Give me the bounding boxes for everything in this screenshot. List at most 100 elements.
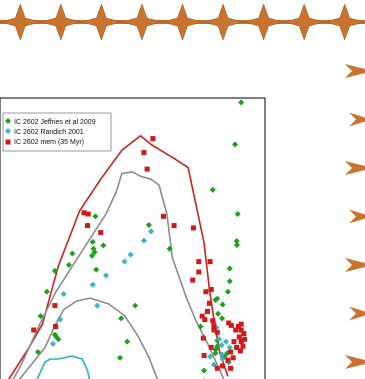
data-point xyxy=(88,252,95,259)
data-point xyxy=(69,250,76,257)
side-arrow-ornament xyxy=(349,112,365,127)
data-point xyxy=(223,338,230,345)
data-point xyxy=(50,340,56,347)
side-arrow-ornament xyxy=(345,161,365,175)
data-point xyxy=(233,327,239,333)
legend-box xyxy=(2,112,112,152)
data-point xyxy=(34,349,41,356)
data-point xyxy=(124,338,131,345)
legend-label-members: IC 2602 mem (35 Myr) xyxy=(14,139,84,146)
data-point xyxy=(118,315,125,322)
data-point xyxy=(236,334,242,340)
data-point xyxy=(230,355,236,361)
star-ornament xyxy=(161,3,204,41)
data-point xyxy=(94,302,101,309)
series-0 xyxy=(34,99,245,379)
series-1 xyxy=(50,228,233,368)
data-point xyxy=(219,315,226,322)
scatter-plot: IC 2602 Jeffries et al 2009 IC 2602 Rand… xyxy=(0,97,266,379)
data-point xyxy=(196,269,202,275)
side-arrow-ornament xyxy=(345,355,365,369)
legend-label-jeffries: IC 2602 Jeffries et al 2009 xyxy=(14,119,96,126)
data-point xyxy=(150,136,156,142)
data-point xyxy=(231,339,237,345)
data-point xyxy=(214,365,220,371)
data-point xyxy=(208,286,214,292)
legend-label-randich: IC 2602 Randich 2001 xyxy=(14,129,84,136)
data-point xyxy=(238,327,244,333)
data-point xyxy=(60,291,67,298)
data-point xyxy=(197,323,204,330)
data-point xyxy=(232,141,239,148)
data-point xyxy=(214,329,220,335)
data-point xyxy=(81,210,87,216)
star-ornament xyxy=(242,3,285,41)
data-point xyxy=(203,289,209,295)
data-point xyxy=(190,225,196,231)
series-2 xyxy=(31,136,248,371)
star-ornament xyxy=(80,3,123,41)
star-ornament xyxy=(283,3,326,41)
data-point xyxy=(171,223,177,229)
data-point xyxy=(238,99,245,106)
data-point xyxy=(224,288,231,295)
data-point xyxy=(31,327,37,333)
data-point xyxy=(211,327,217,333)
data-point xyxy=(228,322,234,328)
data-point xyxy=(91,249,98,256)
data-point xyxy=(218,351,225,358)
data-point xyxy=(242,336,248,342)
data-point xyxy=(236,324,241,329)
data-point xyxy=(218,342,225,349)
data-point xyxy=(228,365,234,371)
data-point xyxy=(226,265,233,272)
data-point xyxy=(65,262,72,269)
data-point xyxy=(85,223,90,229)
data-point xyxy=(241,331,247,336)
data-point xyxy=(228,349,234,355)
data-point xyxy=(237,348,243,354)
data-point xyxy=(240,343,246,349)
data-point xyxy=(55,336,62,343)
data-point xyxy=(85,211,91,217)
data-point xyxy=(144,166,150,172)
data-point xyxy=(93,266,100,273)
star-ornament xyxy=(120,3,163,41)
data-point xyxy=(201,367,208,374)
data-point xyxy=(103,272,109,279)
data-point xyxy=(140,237,147,244)
data-point xyxy=(225,357,231,363)
data-point xyxy=(208,344,214,350)
data-point xyxy=(53,324,59,329)
data-point xyxy=(132,302,139,309)
star-banner xyxy=(0,3,365,41)
data-point xyxy=(202,317,208,323)
data-point xyxy=(141,150,147,155)
side-arrow-ornament xyxy=(349,209,365,224)
data-point xyxy=(234,344,240,350)
data-point xyxy=(215,310,222,317)
data-point xyxy=(117,354,124,361)
legend-marker-jeffries xyxy=(5,118,11,124)
data-point xyxy=(200,335,206,341)
data-point xyxy=(212,296,219,303)
data-point xyxy=(234,211,241,217)
data-point xyxy=(206,300,212,306)
side-arrow-ornament xyxy=(349,306,365,321)
data-point xyxy=(166,245,173,252)
side-arrow-ornament xyxy=(345,258,365,272)
data-point xyxy=(207,353,214,360)
data-point xyxy=(238,339,244,345)
data-point xyxy=(219,301,226,308)
data-point xyxy=(52,303,58,309)
data-point xyxy=(57,316,64,323)
data-point xyxy=(216,336,223,343)
data-point xyxy=(238,321,244,327)
data-point xyxy=(212,350,219,357)
data-point xyxy=(199,313,205,319)
data-point xyxy=(51,267,58,274)
data-point xyxy=(100,242,107,249)
data-point xyxy=(89,281,96,288)
star-ornament xyxy=(202,3,245,41)
data-point xyxy=(226,320,232,326)
